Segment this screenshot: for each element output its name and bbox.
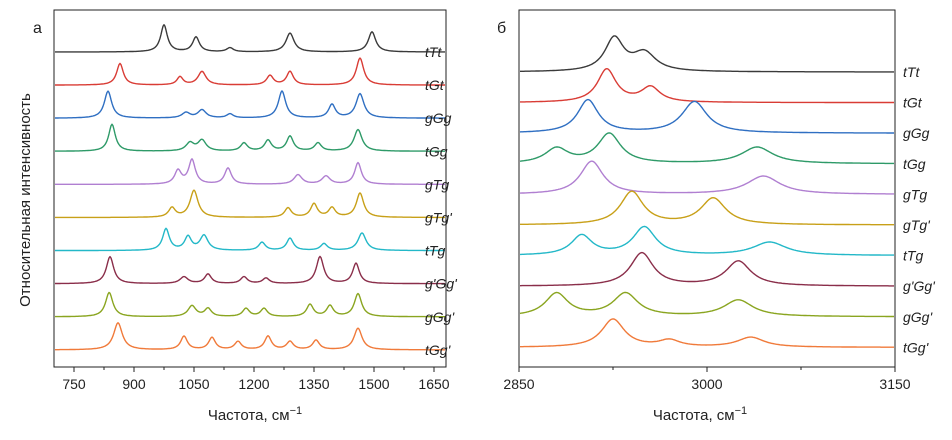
conformer-label-a-0: tTt [425,44,442,60]
conformer-label-b-1: tGt [903,95,923,111]
conformer-label-a-9: tGg' [425,342,452,358]
series-line-a-6 [55,227,445,252]
x-axis-label-a: Частота, см−1 [208,405,302,424]
series-line-b-9 [520,318,894,348]
curves-b [519,35,894,348]
series-line-a-4 [55,158,445,185]
x-tick-label-a-4: 1350 [298,376,329,392]
series-line-b-1 [520,68,894,104]
conformer-label-b-2: gGg [903,125,930,141]
series-line-a-2 [55,90,445,119]
x-ticks-a: 750 900 1050 1200 1350 1500 1650 [62,367,450,392]
series-line-b-2 [519,98,894,134]
x-axis-label-b: Частота, см−1 [653,405,747,424]
conformer-label-b-4: gTg [903,186,927,202]
conformer-labels-b: tTt tGt gGg tGg gTg gTg' tTg g'Gg' gGg' tGg' [903,64,936,355]
conformer-label-b-5: gTg' [903,217,931,233]
conformer-label-b-9: tGg' [903,339,930,355]
conformer-label-a-2: gGg [425,110,452,126]
x-ticks-b: 2850 3000 3150 [503,367,911,392]
conformer-label-a-5: gTg' [425,210,453,226]
panel-a-label: а [33,20,42,37]
series-line-b-0 [520,35,894,73]
x-tick-label-b-1: 3000 [691,376,722,392]
x-tick-label-a-0: 750 [62,376,86,392]
conformer-label-a-1: tGt [425,77,445,93]
x-tick-label-a-2: 1050 [178,376,209,392]
conformer-label-a-8: gGg' [425,309,455,325]
y-axis-label: Относительная интенсивность [17,93,34,307]
series-line-a-8 [55,291,445,318]
series-line-b-6 [520,225,894,256]
series-line-b-4 [520,160,894,195]
conformer-label-b-7: g'Gg' [903,278,936,294]
conformer-label-a-3: tGg [425,143,448,159]
series-line-a-0 [55,24,445,53]
conformer-label-a-7: g'Gg' [425,276,458,292]
series-line-b-8 [519,291,894,318]
x-tick-label-b-2: 3150 [879,376,910,392]
x-tick-label-a-3: 1200 [238,376,269,392]
series-line-a-3 [55,123,445,152]
chart-panel-b: б 2850 3000 3150 tTt tGt gGg tGg gTg gTg' tTg g'G… [497,9,936,424]
plot-frame-b [518,9,896,368]
conformer-label-b-0: tTt [903,64,920,80]
x-tick-label-a-1: 900 [122,376,146,392]
series-line-a-7 [55,255,445,285]
conformer-labels-a: tTt tGt gGg tGg gTg gTg' tTg g'Gg' gGg' tGg' [425,44,458,358]
plot-frame-a [53,9,447,368]
series-line-a-5 [55,189,445,219]
x-tick-label-a-5: 1500 [358,376,389,392]
conformer-label-b-8: gGg' [903,309,933,325]
x-tick-label-a-6: 1650 [418,376,449,392]
conformer-label-a-6: tTg [425,243,445,259]
curves-a [55,24,445,351]
series-line-b-3 [519,132,894,165]
conformer-label-b-6: tTg [903,248,923,264]
conformer-label-b-3: tGg [903,156,926,172]
x-tick-label-b-0: 2850 [503,376,534,392]
conformer-label-a-4: gTg [425,176,449,192]
panel-b-label: б [497,20,506,37]
series-line-a-1 [55,57,445,86]
chart-panel-a: а 750 900 1050 1200 1350 1500 1650 tTt tGt gGg tG… [33,9,458,424]
series-line-b-7 [520,251,894,287]
series-line-b-5 [520,190,894,226]
series-line-a-9 [55,322,445,351]
